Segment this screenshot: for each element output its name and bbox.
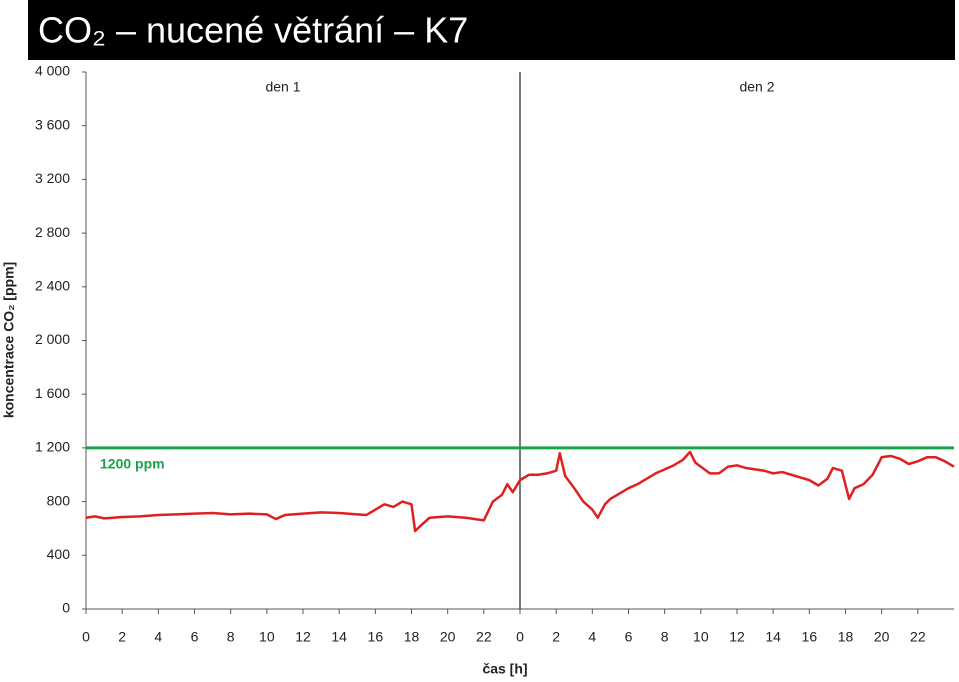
x-tick-label: 20 [874,629,890,645]
y-tick-label: 400 [47,546,71,562]
threshold-label: 1200 ppm [100,456,165,472]
x-tick-label: 4 [588,629,596,645]
x-tick-label: 8 [227,629,235,645]
x-tick-label: 4 [154,629,162,645]
x-tick-label: 18 [838,629,854,645]
x-tick-label: 18 [404,629,420,645]
y-tick-label: 3 200 [35,170,70,186]
y-tick-label: 2 000 [35,331,70,347]
x-tick-label: 16 [802,629,818,645]
y-tick-label: 4 000 [35,63,70,79]
chart-title: CO₂ – nucené větrání – K7 [38,10,468,51]
y-tick-label: 0 [62,600,70,616]
y-tick-label: 800 [47,492,71,508]
day-label: den 2 [739,79,774,95]
x-axis-title: čas [h] [482,661,527,677]
x-tick-label: 2 [552,629,560,645]
x-tick-label: 10 [693,629,709,645]
y-tick-label: 1 600 [35,385,70,401]
x-tick-label: 0 [516,629,524,645]
x-tick-label: 6 [191,629,199,645]
x-tick-label: 14 [331,629,347,645]
x-tick-label: 12 [729,629,745,645]
y-tick-label: 2 800 [35,224,70,240]
x-tick-label: 14 [765,629,781,645]
title-bar [28,0,955,60]
x-tick-label: 20 [440,629,456,645]
y-tick-label: 1 200 [35,439,70,455]
data-line [85,450,955,533]
x-tick-label: 22 [910,629,926,645]
x-tick-label: 8 [661,629,669,645]
day-label: den 1 [265,79,300,95]
y-tick-label: 2 400 [35,278,70,294]
x-tick-label: 2 [118,629,126,645]
y-tick-label: 3 600 [35,116,70,132]
x-tick-label: 10 [259,629,275,645]
x-tick-label: 6 [625,629,633,645]
x-tick-label: 16 [368,629,384,645]
x-tick-label: 12 [295,629,311,645]
x-tick-label: 0 [82,629,90,645]
x-tick-label: 22 [476,629,492,645]
y-axis-title: koncentrace CO₂ [ppm] [1,262,17,418]
